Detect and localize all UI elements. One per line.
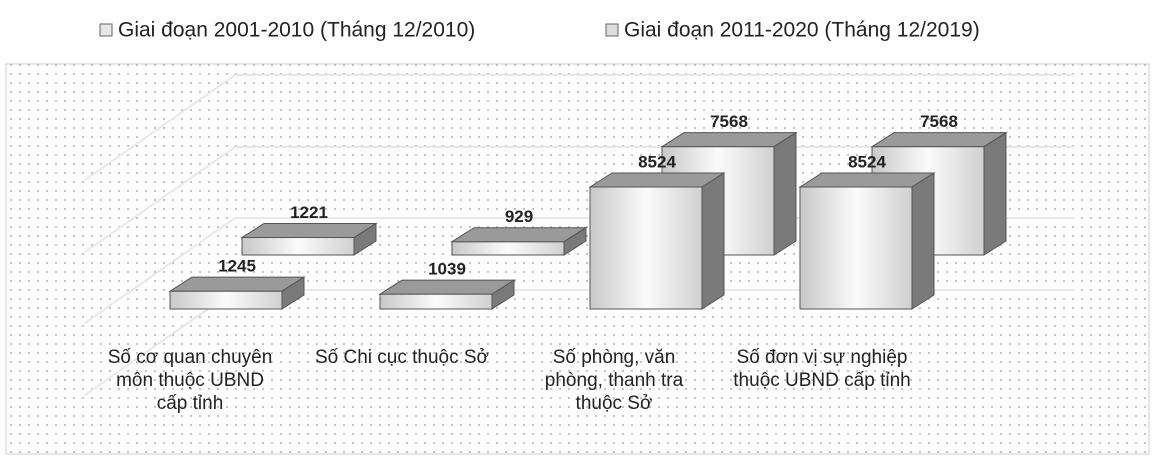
bar-front <box>799 186 913 310</box>
bar-front <box>379 293 493 310</box>
bar-side <box>353 222 377 256</box>
bar-front <box>241 237 355 256</box>
bar <box>168 276 306 310</box>
data-label: 8524 <box>848 152 886 171</box>
bars: 1221 929 7568 7568 1245 1039 8524 8524 <box>168 112 1008 310</box>
plot-background <box>5 63 1150 455</box>
bar <box>240 222 378 256</box>
bar-front <box>169 290 283 310</box>
bar-top <box>870 132 1008 148</box>
x-tick-label: Số Chi cục thuộc Sở <box>314 347 490 368</box>
data-label: 1221 <box>290 203 328 222</box>
data-label: 1039 <box>428 260 466 279</box>
data-label: 7568 <box>920 112 958 131</box>
bar-top <box>450 227 588 243</box>
bar-top <box>168 276 306 292</box>
legend-swatch <box>99 23 113 37</box>
legend-label: Giai đoạn 2001-2010 (Tháng 12/2010) <box>118 19 475 42</box>
legend-swatch <box>605 23 619 37</box>
bar-side <box>701 172 725 310</box>
data-label: 8524 <box>638 152 676 171</box>
bar-side <box>983 131 1007 256</box>
bar-top <box>588 172 726 188</box>
legend: Giai đoạn 2001-2010 (Tháng 12/2010) Giai … <box>99 19 980 42</box>
data-label: 1245 <box>218 257 256 276</box>
bar <box>450 226 588 256</box>
bar-side <box>563 226 587 256</box>
x-tick-label: Số đơn vị sự nghiệp thuộc UBND cấp tỉnh <box>733 347 911 391</box>
bar-side <box>281 276 305 310</box>
bar <box>588 172 726 310</box>
bar <box>378 279 516 310</box>
bar-front <box>451 241 565 256</box>
bar-top <box>660 132 798 148</box>
bar <box>798 172 936 310</box>
bar-front <box>589 186 703 310</box>
bar-top <box>798 172 936 188</box>
data-label: 7568 <box>710 112 748 131</box>
bar-top <box>378 279 516 295</box>
bar-side <box>911 172 935 310</box>
x-tick-label: Số phòng, văn phòng, thanh tra thuộc Sở <box>544 347 684 414</box>
bar-top <box>240 223 378 239</box>
legend-label: Giai đoạn 2011-2020 (Tháng 12/2019) <box>624 19 980 42</box>
bar-side <box>773 131 797 256</box>
bar-side <box>491 279 515 310</box>
x-tick-label: Số cơ quan chuyên môn thuộc UBND cấp tỉn… <box>107 347 273 414</box>
data-label: 929 <box>505 207 533 226</box>
